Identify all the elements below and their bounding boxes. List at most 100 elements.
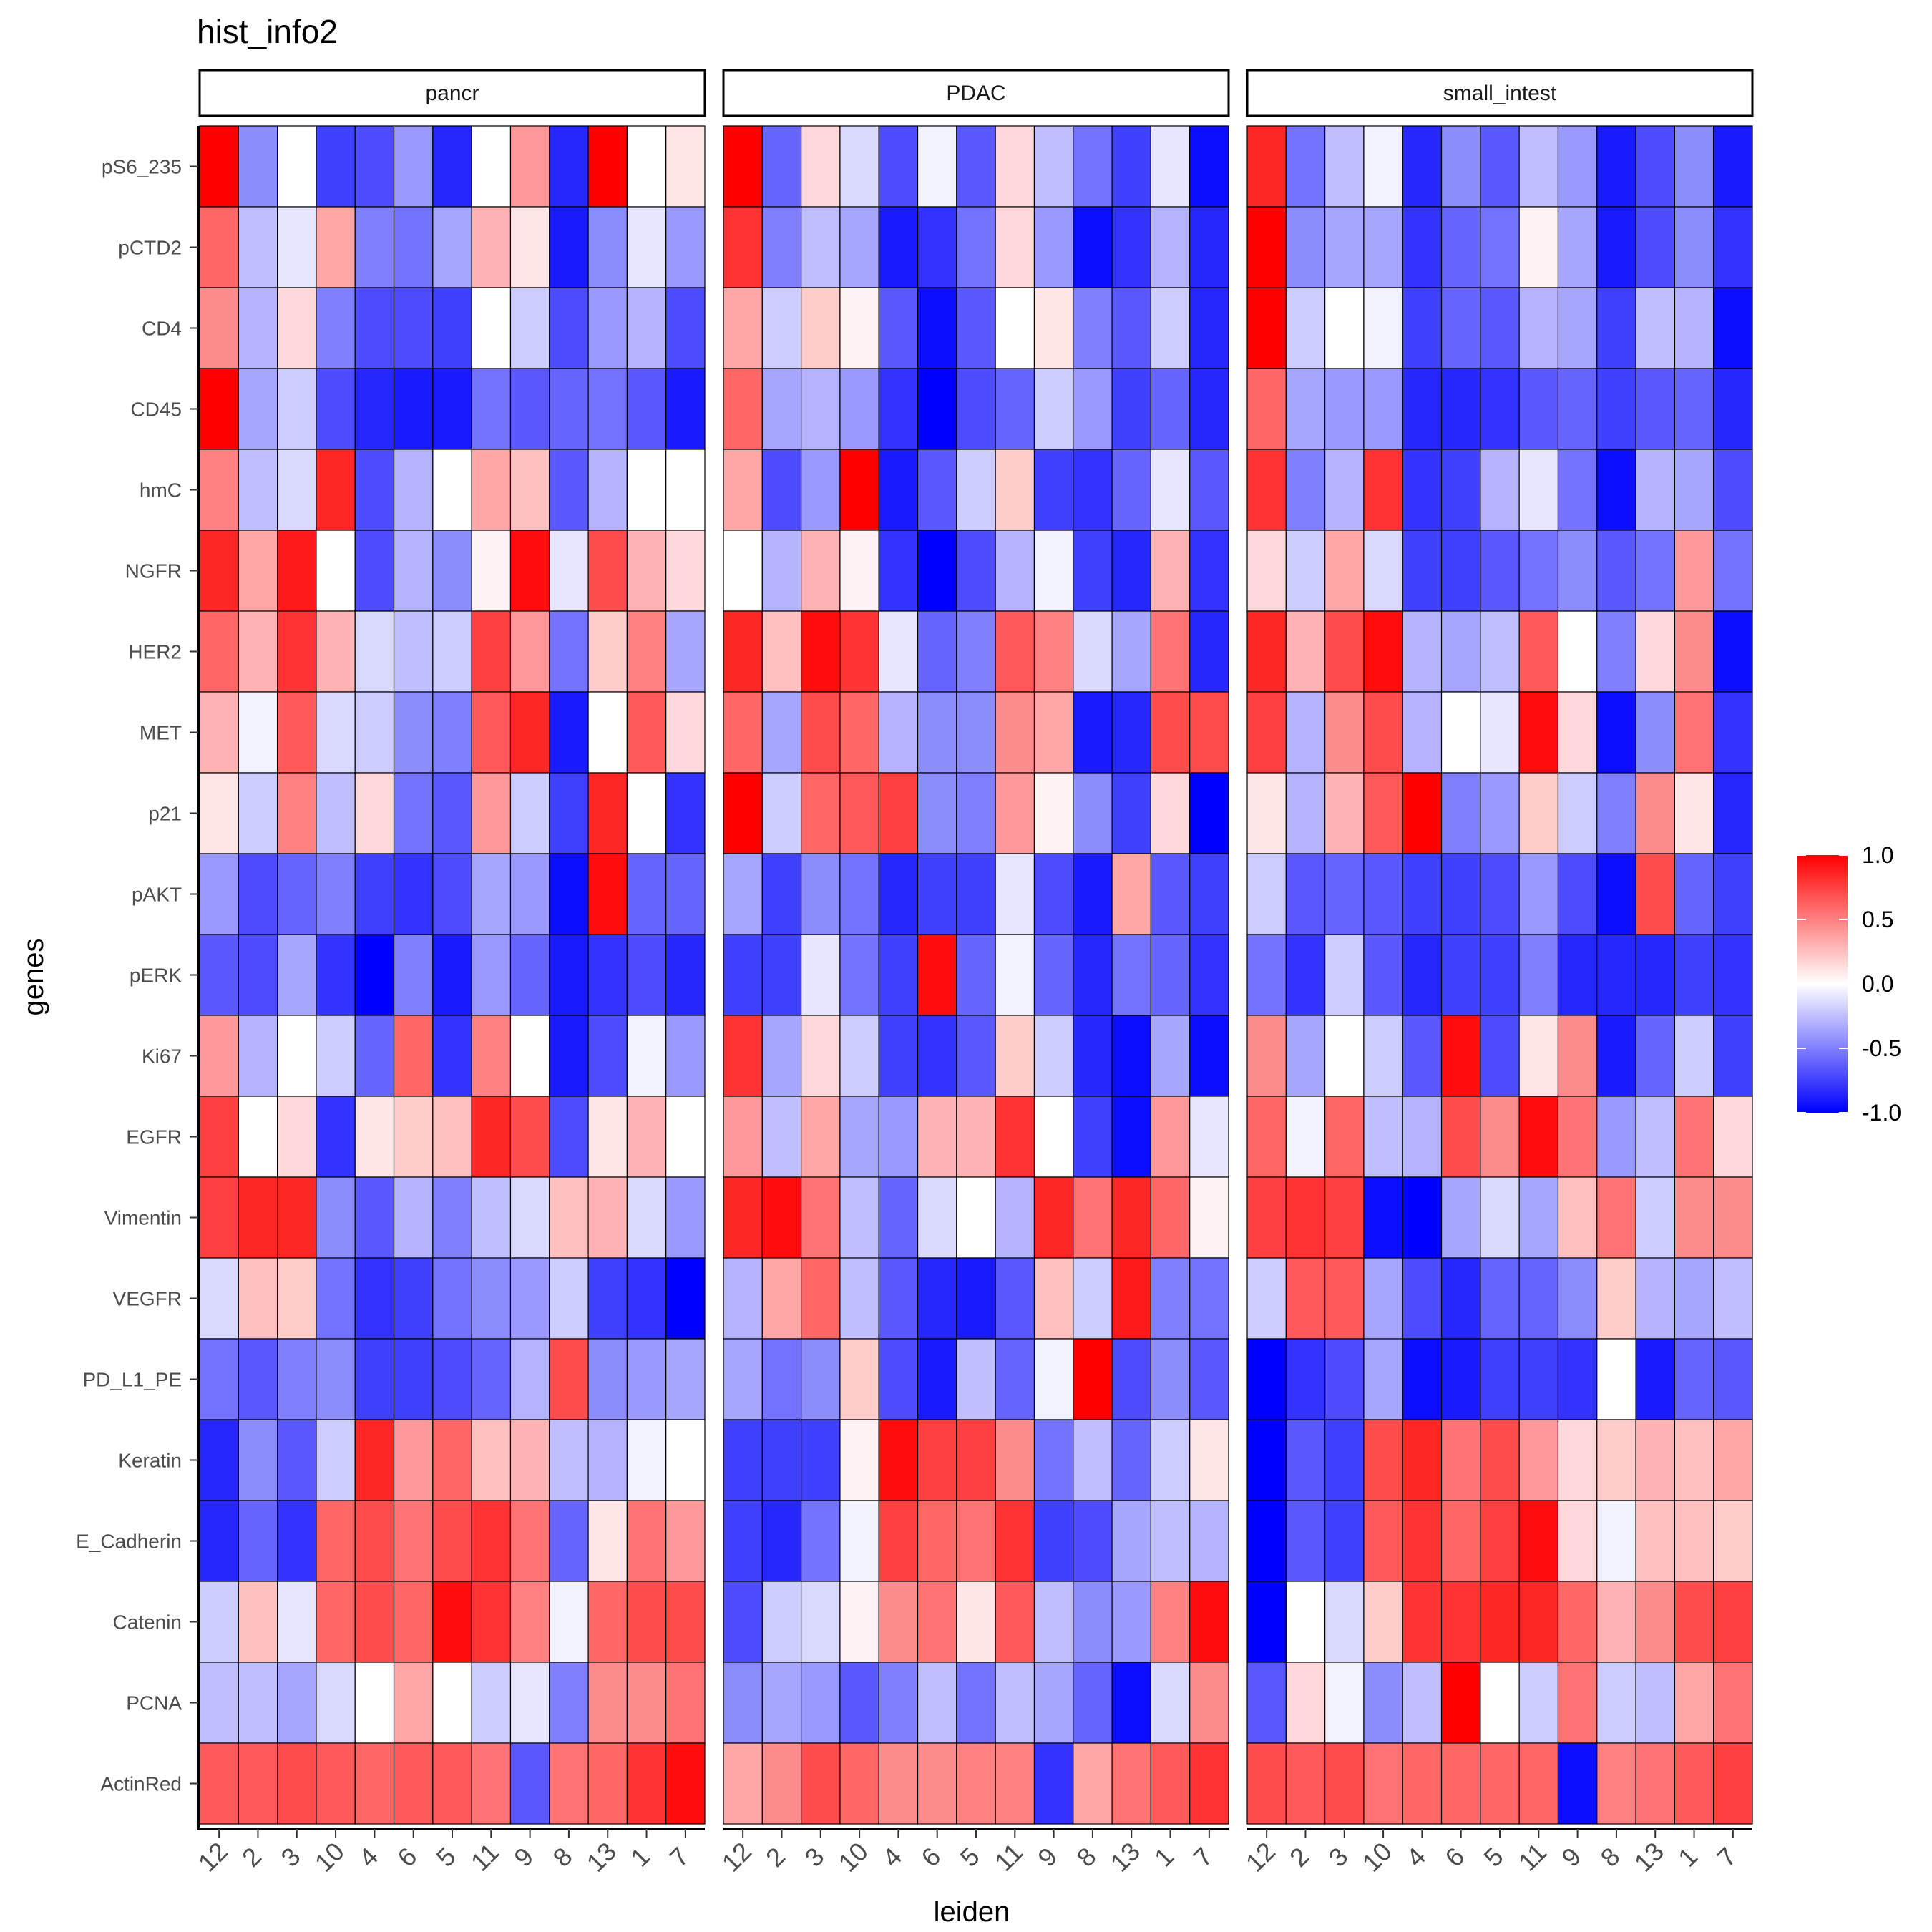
heatmap-cell [471,449,512,531]
heatmap-cell [1635,530,1675,612]
heatmap-cell [761,691,802,774]
heatmap-cell [1440,287,1481,369]
heatmap-cell [723,449,763,531]
heatmap-cell [1596,368,1636,450]
heatmap-cell [761,1096,802,1178]
heatmap-cell [1363,1419,1403,1501]
heatmap-cell [1635,1742,1675,1825]
heatmap-cell [665,691,706,774]
heatmap-cell [1402,691,1443,774]
heatmap-cell [1596,1338,1636,1420]
heatmap-cell [917,287,957,369]
heatmap-cell [587,1338,628,1420]
heatmap-cell [801,610,841,693]
heatmap-cell [1246,1176,1287,1259]
heatmap-cell [587,772,628,854]
heatmap-cell [839,1015,879,1097]
heatmap-cell [393,772,434,854]
x-tick-label: 1 [625,1842,655,1873]
heatmap-cell [626,1500,667,1582]
heatmap-cell [393,610,434,693]
heatmap-cell [995,1096,1035,1178]
heatmap-cell [1440,1662,1481,1744]
x-tick-label: 1 [1672,1842,1703,1873]
heatmap-cell [199,1257,239,1340]
heatmap-cell [199,368,239,450]
heatmap-cell [587,368,628,450]
heatmap-cell [1189,287,1229,369]
heatmap-cell [238,125,278,208]
heatmap-cell [878,1662,919,1744]
heatmap-cell [432,1015,472,1097]
heatmap-cell [587,1176,628,1259]
x-tick-label: 3 [1322,1842,1353,1873]
heatmap-cell [995,1742,1035,1825]
heatmap-cell [801,206,841,288]
heatmap-cell [1189,1500,1229,1582]
heatmap-cell [917,1015,957,1097]
heatmap-cell [1285,1662,1326,1744]
heatmap-cell [238,1419,278,1501]
heatmap-cell [1246,691,1287,774]
x-axis-PDAC: 12 2 3 10 4 6 5 11 9 8 13 1 7 [716,1828,1229,1878]
heatmap-cell [1557,206,1598,288]
y-axis: pS6_235 pCTD2 CD4 CD45 hmC NGFR HER2 MET p21 pAKT… [76,126,200,1830]
heatmap-cell [1440,1500,1481,1582]
y-tick-label: Keratin [118,1450,182,1472]
heatmap-cell [761,1500,802,1582]
heatmap-cell [354,853,395,935]
heatmap-cell [665,287,706,369]
heatmap-cell [1596,1419,1636,1501]
heatmap-cell [238,1176,278,1259]
heatmap-cell [1363,1662,1403,1744]
heatmap-cell [1557,1662,1598,1744]
x-tick-label: 7 [1711,1842,1742,1873]
heatmap-cell [1246,610,1287,693]
heatmap-cell [1285,691,1326,774]
heatmap-cell [1150,1176,1191,1259]
heatmap-cell [354,449,395,531]
heatmap-cell [1674,772,1714,854]
heatmap-cell [1246,1257,1287,1340]
heatmap-cell [878,1742,919,1825]
heatmap-cell [316,1581,356,1663]
x-tick-label: 12 [716,1837,757,1878]
heatmap-cell [917,772,957,854]
heatmap-cell [995,530,1035,612]
heatmap-cell [723,1662,763,1744]
heatmap-cell [316,772,356,854]
heatmap-cell [1402,1419,1443,1501]
heatmap-cell [839,125,879,208]
heatmap-cell [1596,1096,1636,1178]
y-tick-label: E_Cadherin [76,1531,182,1553]
heatmap-cell [199,1096,239,1178]
heatmap-cell [1073,853,1113,935]
heatmap-cell [1674,1015,1714,1097]
y-tick-label: pERK [130,965,182,987]
heatmap-cell [665,1015,706,1097]
x-tick-label: 4 [1400,1842,1431,1873]
heatmap-cell [665,1176,706,1259]
heatmap-cell [587,449,628,531]
heatmap-cell [1246,1419,1287,1501]
y-tick-label: hmC [140,479,182,502]
heatmap-cell [1635,1662,1675,1744]
heatmap-cell [316,287,356,369]
heatmap-cell [1324,1096,1365,1178]
heatmap-cell [1073,691,1113,774]
heatmap-cell [1440,1419,1481,1501]
heatmap-cell [665,125,706,208]
heatmap-cell [587,1662,628,1744]
heatmap-cell [1189,1176,1229,1259]
heatmap-cell [995,1015,1035,1097]
heatmap-cell [626,1581,667,1663]
heatmap-cell [995,691,1035,774]
heatmap-cell [1480,1419,1520,1501]
heatmap-cell [665,1096,706,1178]
x-tick-label: 2 [236,1842,267,1873]
heatmap-cell [917,1096,957,1178]
heatmap-cell [509,1742,550,1825]
heatmap-cell [878,1419,919,1501]
heatmap-cell [1246,1015,1287,1097]
heatmap-cell [761,1581,802,1663]
